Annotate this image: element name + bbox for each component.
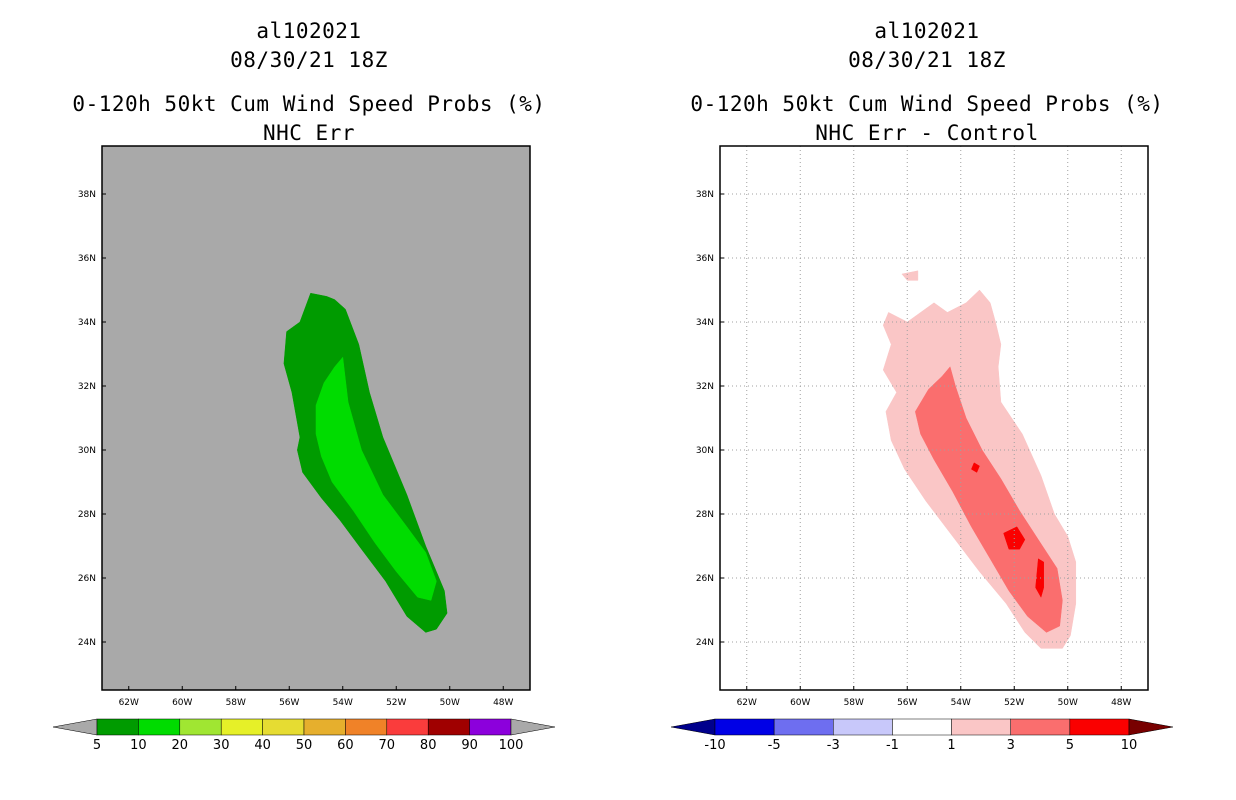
x-tick-label: 60W bbox=[790, 698, 810, 708]
x-tick-label: 54W bbox=[333, 698, 353, 708]
y-tick-label: 38N bbox=[696, 190, 714, 200]
colorbar-swatch bbox=[469, 718, 512, 736]
colorbar-label: 5 bbox=[1066, 738, 1074, 753]
chart-title: 0-120h 50kt Cum Wind Speed Probs (%) bbox=[690, 92, 1164, 116]
x-tick-label: 54W bbox=[951, 698, 971, 708]
datetime-title: 08/30/21 18Z bbox=[848, 48, 1006, 72]
y-tick-label: 30N bbox=[78, 446, 96, 456]
colorbar-label: -5 bbox=[768, 738, 781, 753]
colorbar-swatch bbox=[773, 718, 834, 736]
colorbar-label: 1 bbox=[947, 738, 955, 753]
colorbar-swatch bbox=[427, 718, 470, 736]
colorbar-under-arrow bbox=[52, 718, 98, 736]
colorbar-swatch bbox=[386, 718, 429, 736]
colorbar-swatch bbox=[138, 718, 181, 736]
left-panel: al102021 08/30/21 18Z 0-120h 50kt Cum Wi… bbox=[52, 19, 556, 753]
x-tick-label: 56W bbox=[279, 698, 299, 708]
colorbar-swatch bbox=[303, 718, 346, 736]
y-tick-label: 26N bbox=[78, 574, 96, 584]
y-tick-label: 38N bbox=[78, 190, 96, 200]
colorbar-label: 100 bbox=[499, 738, 524, 753]
y-tick-label: 34N bbox=[78, 318, 96, 328]
right-panel: al102021 08/30/21 18Z 0-120h 50kt Cum Wi… bbox=[618, 0, 1236, 800]
colorbar-label: 10 bbox=[130, 738, 147, 753]
y-tick-label: 28N bbox=[78, 510, 96, 520]
colorbar-swatch bbox=[262, 718, 305, 736]
colorbar-label: 20 bbox=[172, 738, 189, 753]
storm-id-title: al102021 bbox=[256, 19, 362, 43]
x-tick-label: 50W bbox=[1058, 698, 1078, 708]
colorbar-label: 3 bbox=[1007, 738, 1015, 753]
colorbar-under-arrow bbox=[670, 718, 716, 736]
colorbar-swatch bbox=[96, 718, 139, 736]
chart-title: 0-120h 50kt Cum Wind Speed Probs (%) bbox=[72, 92, 546, 116]
colorbar-label: 50 bbox=[296, 738, 313, 753]
contour-10-20 bbox=[315, 356, 437, 601]
colorbar-swatch bbox=[892, 718, 952, 736]
x-tick-label: 62W bbox=[737, 698, 757, 708]
y-tick-label: 32N bbox=[696, 382, 714, 392]
colorbar-label: 80 bbox=[420, 738, 437, 753]
x-tick-label: 50W bbox=[440, 698, 460, 708]
colorbar-label: 90 bbox=[461, 738, 478, 753]
y-tick-label: 36N bbox=[78, 254, 96, 264]
y-tick-label: 24N bbox=[78, 638, 96, 648]
storm-id-title: al102021 bbox=[874, 19, 980, 43]
x-tick-label: 48W bbox=[493, 698, 513, 708]
contour-3-5 bbox=[915, 366, 1063, 633]
x-tick-label: 56W bbox=[897, 698, 917, 708]
colorbar-label: 60 bbox=[337, 738, 354, 753]
colorbar-label: 10 bbox=[1121, 738, 1138, 753]
colorbar-label: 30 bbox=[213, 738, 230, 753]
datetime-title: 08/30/21 18Z bbox=[230, 48, 388, 72]
x-tick-label: 52W bbox=[386, 698, 406, 708]
colorbar-label: -3 bbox=[827, 738, 840, 753]
colorbar-swatch bbox=[951, 718, 1011, 736]
x-tick-label: 52W bbox=[1004, 698, 1024, 708]
colorbar-swatch bbox=[220, 718, 263, 736]
contour-5-10 bbox=[971, 462, 980, 473]
contour-1-3 bbox=[901, 270, 919, 281]
contour-5-10 bbox=[1035, 558, 1044, 598]
colorbar-swatch bbox=[1010, 718, 1071, 736]
x-tick-label: 48W bbox=[1111, 698, 1131, 708]
colorbar-over-arrow bbox=[1128, 718, 1174, 736]
x-tick-label: 62W bbox=[119, 698, 139, 708]
y-tick-label: 32N bbox=[78, 382, 96, 392]
colorbar-label: 70 bbox=[379, 738, 396, 753]
colorbar-label: -10 bbox=[704, 738, 725, 753]
y-tick-label: 24N bbox=[696, 638, 714, 648]
colorbar-label: -1 bbox=[886, 738, 899, 753]
chart-subtitle: NHC Err bbox=[262, 121, 355, 145]
y-tick-label: 28N bbox=[696, 510, 714, 520]
x-tick-label: 58W bbox=[226, 698, 246, 708]
probability-map: 62W 60W 58W 56W 54W 52W 50W 48W 24N 26N 28N 30N 32N 3… bbox=[52, 145, 556, 753]
plot-frame bbox=[101, 145, 531, 691]
y-tick-label: 34N bbox=[696, 318, 714, 328]
y-tick-label: 26N bbox=[696, 574, 714, 584]
colorbar-swatch bbox=[714, 718, 775, 736]
plot-frame bbox=[719, 145, 1149, 691]
colorbar-swatch bbox=[833, 718, 893, 736]
colorbar-swatch bbox=[179, 718, 222, 736]
x-tick-label: 58W bbox=[844, 698, 864, 708]
chart-subtitle: NHC Err - Control bbox=[815, 121, 1039, 145]
colorbar-label: 40 bbox=[254, 738, 271, 753]
colorbar-swatch bbox=[345, 718, 388, 736]
colorbar-swatch bbox=[1069, 718, 1130, 736]
y-tick-label: 30N bbox=[696, 446, 714, 456]
colorbar-label: 5 bbox=[93, 738, 101, 753]
x-tick-label: 60W bbox=[172, 698, 192, 708]
difference-map: 62W 60W 58W 56W 54W 52W 50W 48W 24N 26N 28N 30N 32N 3… bbox=[670, 145, 1174, 753]
y-tick-label: 36N bbox=[696, 254, 714, 264]
colorbar-over-arrow bbox=[510, 718, 556, 736]
